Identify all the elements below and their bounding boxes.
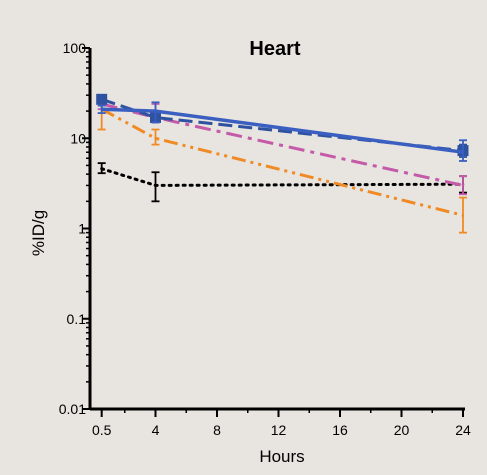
x-tick-label: 4 [152,422,160,438]
data-point [100,167,103,170]
x-tick-label: 0.5 [92,422,112,438]
data-point [461,214,465,217]
x-axis-label: Hours [259,447,304,466]
data-point [154,109,157,113]
x-tick-label: 12 [271,422,287,438]
x-tick-label: 8 [213,422,221,438]
series-5 [97,101,467,162]
data-point [154,184,157,187]
data-point [154,137,157,140]
series-line [100,107,464,217]
y-tick-label: 1 [78,221,86,237]
data-point [461,184,465,187]
y-tick-label: 10 [70,130,86,146]
chart-title: Heart [249,38,300,60]
x-tick-label: 20 [394,422,410,438]
data-point [100,107,103,111]
plot-area: 0.01 0.1 1 10 100 0.5 4 8 12 16 20 24 [59,40,471,438]
data-point-square [96,93,108,105]
y-axis-label: %ID/g [29,210,48,256]
y-tick-label: 100 [63,40,87,56]
y-tick-label: 0.1 [67,311,87,327]
x-tick-label: 24 [455,422,471,438]
y-tick-label: 0.01 [59,401,86,417]
x-tick-label: 16 [332,422,348,438]
data-point [461,151,465,154]
